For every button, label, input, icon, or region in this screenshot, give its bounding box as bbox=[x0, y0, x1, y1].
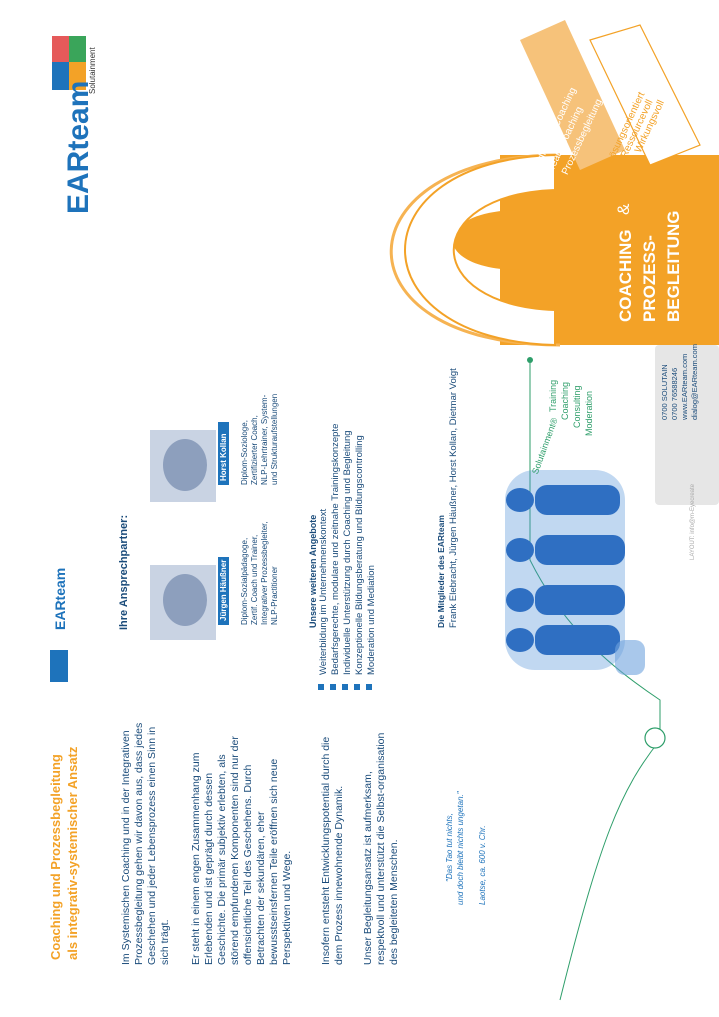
contact-desc-2d: und Strukturaufstellungen bbox=[270, 393, 279, 485]
offer-bullets bbox=[318, 684, 372, 690]
contact-desc-2b: Zertifizierter Coach, bbox=[250, 415, 259, 485]
contact-desc-1c: Integrativer Prozessbegleiter, bbox=[260, 521, 269, 625]
service-consulting: Consulting bbox=[572, 385, 582, 428]
green-circle bbox=[644, 727, 666, 749]
outline-tag bbox=[589, 24, 701, 166]
blue-square bbox=[50, 650, 68, 682]
face-haeussner bbox=[163, 574, 207, 626]
face-kollan bbox=[163, 439, 207, 491]
title-ampersand: & bbox=[614, 203, 633, 215]
contact-name-1: Jürgen Häußner bbox=[218, 557, 229, 625]
paragraph-2: Er steht in einem engen Zusammenhang zum… bbox=[190, 736, 293, 965]
contact-box bbox=[655, 345, 719, 505]
service-coaching: Coaching bbox=[560, 381, 570, 420]
team-photo bbox=[505, 470, 645, 675]
offer-item-4: Konzeptionelle Bildungsberatung und Bild… bbox=[354, 435, 365, 675]
brand-label: EARteam bbox=[52, 567, 68, 630]
paragraph-3: Insofern entsteht Entwicklungspotential … bbox=[320, 736, 345, 965]
contact-desc-2a: Diplom-Soziologe, bbox=[240, 420, 249, 485]
contacts-heading: Ihre Ansprechpartner: bbox=[118, 514, 130, 630]
title-coaching: COACHING bbox=[616, 229, 635, 322]
offers-heading: Unsere weiteren Angebote bbox=[308, 514, 318, 628]
title-begleitung: BEGLEITUNG bbox=[664, 210, 683, 322]
service-moderation: Moderation bbox=[584, 390, 594, 436]
big-c-fill bbox=[404, 153, 556, 347]
logo-wordmark: EARteam bbox=[62, 80, 95, 214]
contact-name-2: Horst Kollan bbox=[218, 422, 229, 485]
puzzle-logo-icon bbox=[52, 36, 86, 90]
contact-line-1: 0700 SOLUTAIN bbox=[660, 364, 669, 420]
title-prozess: PROZESS- bbox=[640, 235, 659, 322]
offer-item-1: Weiterbildung im Unternehmenskontext bbox=[318, 508, 329, 675]
orange-tag bbox=[520, 20, 625, 170]
paragraph-4: Unser Begleitungsansatz ist aufmerksam, … bbox=[362, 732, 400, 965]
big-c-inner bbox=[452, 210, 520, 270]
contact-desc-2c: NLP-Lehrtrainer, System- bbox=[260, 394, 269, 485]
paragraph-1: Im Systemischen Coaching und in der Inte… bbox=[120, 722, 171, 965]
big-c-outline bbox=[389, 153, 561, 347]
members-list: Frank Elebracht, Jürgen Häußner, Horst K… bbox=[448, 368, 459, 628]
offer-item-3: Individuelle Unterstützung durch Coachin… bbox=[342, 430, 353, 675]
offer-item-2: Bedarfsgerechte, modulare und zeitnahe T… bbox=[330, 423, 341, 675]
heading-line1: Coaching und Prozessbegleitung bbox=[48, 754, 63, 960]
heading-line2: als integrativ-systemischer Ansatz bbox=[65, 746, 80, 960]
contact-line-2: 0700 76588246 bbox=[670, 367, 679, 420]
logo-subtext: Solutainment bbox=[88, 47, 97, 94]
layout-credit: LAYOUT: info@m-Eyecreate bbox=[690, 483, 696, 560]
contact-line-4[interactable]: dialog@EARteam.com bbox=[690, 344, 699, 420]
quote-author: Laotse, ca. 600 v. Chr. bbox=[478, 825, 487, 905]
contact-desc-1d: NLP-Practitioner bbox=[270, 566, 279, 625]
green-line bbox=[529, 360, 661, 1001]
quote-line2: und doch bleibt nichts ungetan." bbox=[456, 791, 465, 905]
contact-desc-1a: Diplom-Sozialpädagoge, bbox=[240, 537, 249, 625]
offer-item-5: Moderation und Mediation bbox=[366, 565, 377, 675]
green-dot-top bbox=[527, 357, 533, 363]
members-heading: Die Mitglieder des EARteam bbox=[436, 515, 446, 628]
service-training: Training bbox=[548, 379, 558, 412]
contact-line-3[interactable]: www.EARteam.com bbox=[680, 353, 689, 420]
quote-line1: "Das Tao tut nichts, bbox=[445, 813, 454, 882]
contact-desc-1b: Zertif. Coach und Trainer, bbox=[250, 534, 259, 625]
